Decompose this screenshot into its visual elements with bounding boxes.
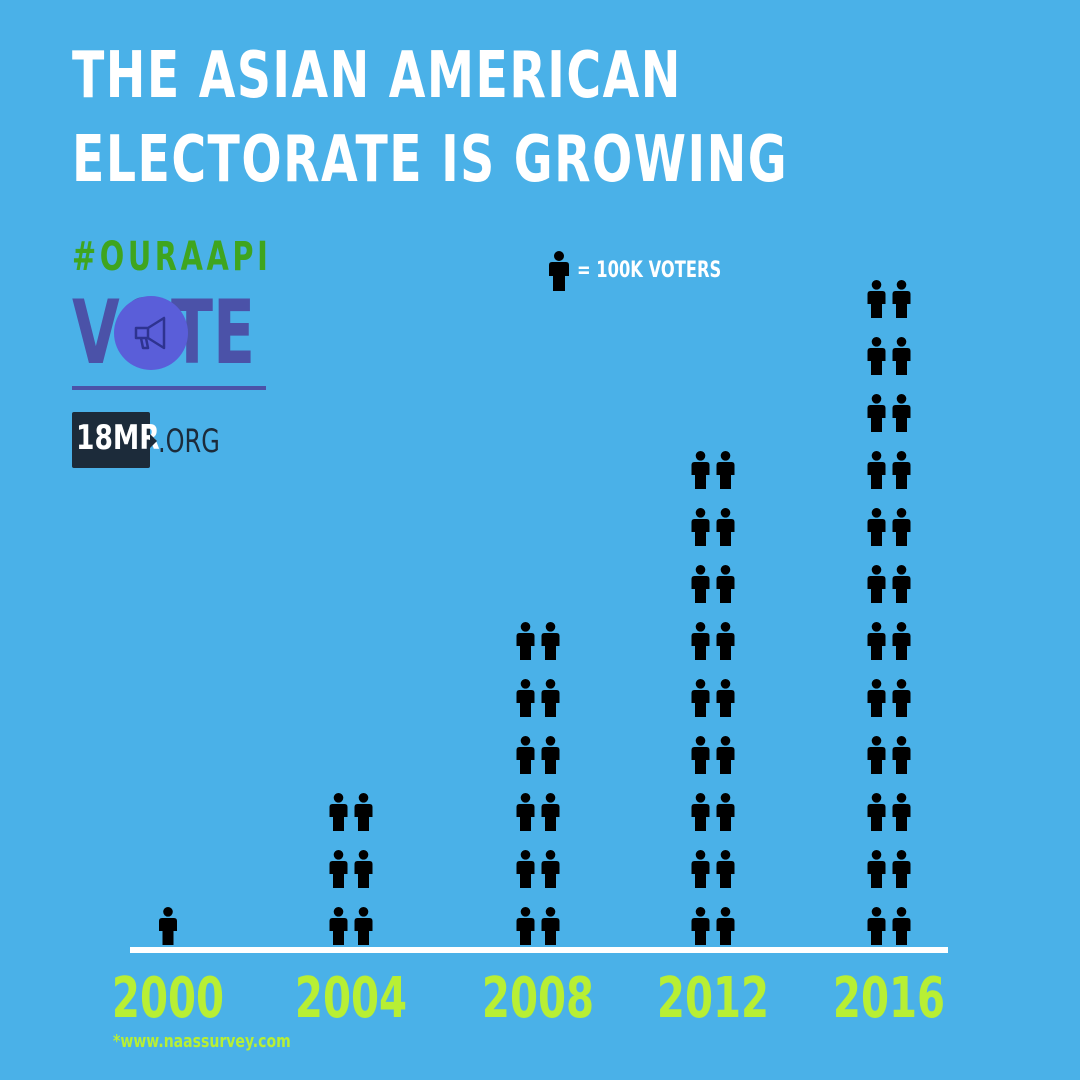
voter-icon (716, 793, 735, 831)
voter-icon (541, 679, 560, 717)
voter-icon (716, 565, 735, 603)
voter-icon (691, 508, 710, 546)
voter-icon (892, 793, 911, 831)
hashtag: #OURAAPI (72, 234, 272, 280)
legend-label: = 100K VOTERS (577, 258, 722, 283)
voter-icon (716, 451, 735, 489)
voter-icon (716, 508, 735, 546)
voter-icon (892, 451, 911, 489)
voter-icon (867, 850, 886, 888)
voter-icon (867, 679, 886, 717)
voter-icon (867, 793, 886, 831)
voter-icon (867, 622, 886, 660)
voter-icon (892, 508, 911, 546)
title-line-1: THE ASIAN AMERICAN (72, 39, 682, 113)
voter-icon (892, 736, 911, 774)
page-title: THE ASIAN AMERICAN ELECTORATE IS GROWING (72, 34, 788, 202)
org-badge-text: 18MR (76, 418, 160, 458)
voter-icon (541, 736, 560, 774)
voter-icon (691, 736, 710, 774)
voter-icon (716, 679, 735, 717)
voter-icon (892, 679, 911, 717)
voter-icon (892, 394, 911, 432)
chart-baseline (130, 947, 948, 953)
voter-icon (691, 679, 710, 717)
voter-icon (867, 451, 886, 489)
voter-icon (867, 736, 886, 774)
logo-divider (72, 386, 266, 390)
voter-icon (691, 622, 710, 660)
voter-icon (516, 622, 535, 660)
year-label-2012: 2012 (657, 965, 769, 1030)
voter-icon (691, 793, 710, 831)
voter-icon (354, 850, 373, 888)
voter-icon (716, 622, 735, 660)
voter-icon (541, 793, 560, 831)
voter-icon (354, 793, 373, 831)
source-note: *www.naassurvey.com (113, 1031, 291, 1052)
voter-icon (516, 907, 535, 945)
year-label-2008: 2008 (482, 965, 594, 1030)
year-label-2004: 2004 (295, 965, 407, 1030)
voter-icon (716, 907, 735, 945)
voter-icon (159, 907, 177, 945)
voter-icon (329, 907, 348, 945)
voter-icon (516, 850, 535, 888)
voter-icon (541, 622, 560, 660)
voter-icon (516, 736, 535, 774)
voter-icon (691, 565, 710, 603)
year-label-2016: 2016 (833, 965, 945, 1030)
voter-icon (541, 850, 560, 888)
voter-icon (516, 679, 535, 717)
voter-icon (691, 451, 710, 489)
person-icon (549, 251, 569, 291)
voter-icon (541, 907, 560, 945)
voter-icon (892, 337, 911, 375)
voter-icon (329, 850, 348, 888)
voter-icon (867, 508, 886, 546)
voter-icon (892, 850, 911, 888)
voter-icon (691, 907, 710, 945)
voter-icon (892, 907, 911, 945)
voter-icon (867, 565, 886, 603)
voter-icon (892, 280, 911, 318)
org-logo-pointer (150, 434, 157, 448)
voter-icon (892, 622, 911, 660)
voter-icon (867, 394, 886, 432)
voter-icon (867, 337, 886, 375)
voter-icon (691, 850, 710, 888)
org-logo-suffix: .ORG (158, 422, 220, 460)
org-logo-badge: 18MR (72, 412, 160, 468)
year-label-2000: 2000 (112, 965, 224, 1030)
voter-icon (867, 280, 886, 318)
voter-icon (329, 793, 348, 831)
voter-icon (892, 565, 911, 603)
voter-icon (716, 850, 735, 888)
vote-logo: VOTE (72, 288, 334, 378)
megaphone-icon (114, 296, 188, 370)
voter-icon (867, 907, 886, 945)
voter-icon (354, 907, 373, 945)
voter-icon (716, 736, 735, 774)
voter-icon (516, 793, 535, 831)
title-line-2: ELECTORATE IS GROWING (72, 123, 789, 197)
